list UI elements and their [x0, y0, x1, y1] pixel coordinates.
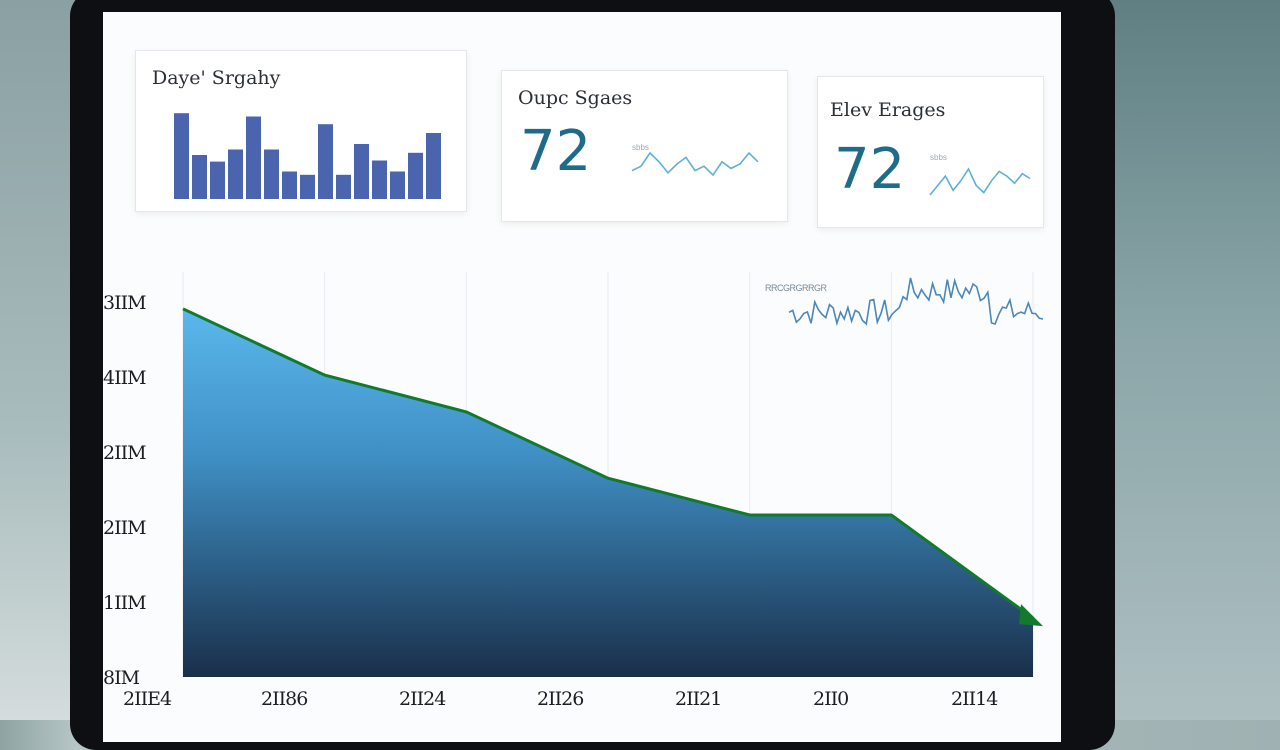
- sparkline-caption: sbbs: [930, 153, 947, 162]
- bar: [192, 155, 207, 199]
- y-tick-label: 8IM: [103, 667, 140, 689]
- card-title: Elev Erages: [830, 99, 946, 121]
- y-tick-label: 1IIM: [103, 592, 147, 614]
- sparkline-path: [631, 151, 759, 177]
- y-tick-label: 3IIM: [103, 292, 147, 314]
- card-title: Daye' Srgahy: [152, 67, 281, 89]
- bar: [390, 171, 405, 199]
- bar: [210, 161, 225, 199]
- bar: [318, 124, 333, 199]
- sparkline-path: [929, 167, 1031, 196]
- bar: [426, 133, 441, 199]
- bar: [300, 174, 315, 199]
- inset-label: RRCGRGRRGR: [765, 283, 827, 293]
- dashboard-screen: Daye' Srgahy Oupc Sgaes 72 sbbs Elev Era…: [103, 12, 1061, 742]
- bar: [228, 149, 243, 199]
- metric-value: 72: [834, 137, 906, 202]
- trend-arrow-icon: [1019, 604, 1043, 627]
- card-metric-1[interactable]: Oupc Sgaes 72 sbbs: [501, 70, 788, 222]
- main-area-chart: [182, 272, 1043, 677]
- x-tick-label: 2II14: [951, 688, 998, 710]
- bar: [408, 152, 423, 199]
- card-bar-chart[interactable]: Daye' Srgahy: [135, 50, 467, 212]
- x-tick-label: 2II24: [399, 688, 446, 710]
- inset-sparkline: [788, 277, 1044, 326]
- bar: [354, 144, 369, 199]
- x-tick-label: 2II26: [537, 688, 584, 710]
- sparkline-path: [788, 277, 1044, 326]
- y-tick-label: 2IIM: [103, 517, 147, 539]
- bar: [264, 149, 279, 199]
- card-metric-2[interactable]: Elev Erages 72 sbbs: [817, 76, 1044, 228]
- sparkline: [631, 151, 759, 177]
- card-title: Oupc Sgaes: [518, 87, 633, 109]
- bar: [336, 174, 351, 199]
- bar: [246, 116, 261, 199]
- x-tick-label: 2II0: [813, 688, 849, 710]
- bar: [174, 113, 189, 199]
- y-tick-label: 2IIM: [103, 442, 147, 464]
- x-tick-label: 2II21: [675, 688, 722, 710]
- sparkline-caption: sbbs: [632, 143, 649, 152]
- bar: [282, 171, 297, 199]
- area-fill: [183, 308, 1033, 677]
- x-tick-label: 2II86: [261, 688, 308, 710]
- trend-line: [182, 307, 1034, 620]
- x-tick-label: 2IIE4: [123, 688, 172, 710]
- bar-chart: [174, 113, 441, 199]
- sparkline: [929, 167, 1031, 196]
- y-tick-label: 4IIM: [103, 367, 147, 389]
- metric-value: 72: [520, 119, 592, 184]
- bar: [372, 160, 387, 199]
